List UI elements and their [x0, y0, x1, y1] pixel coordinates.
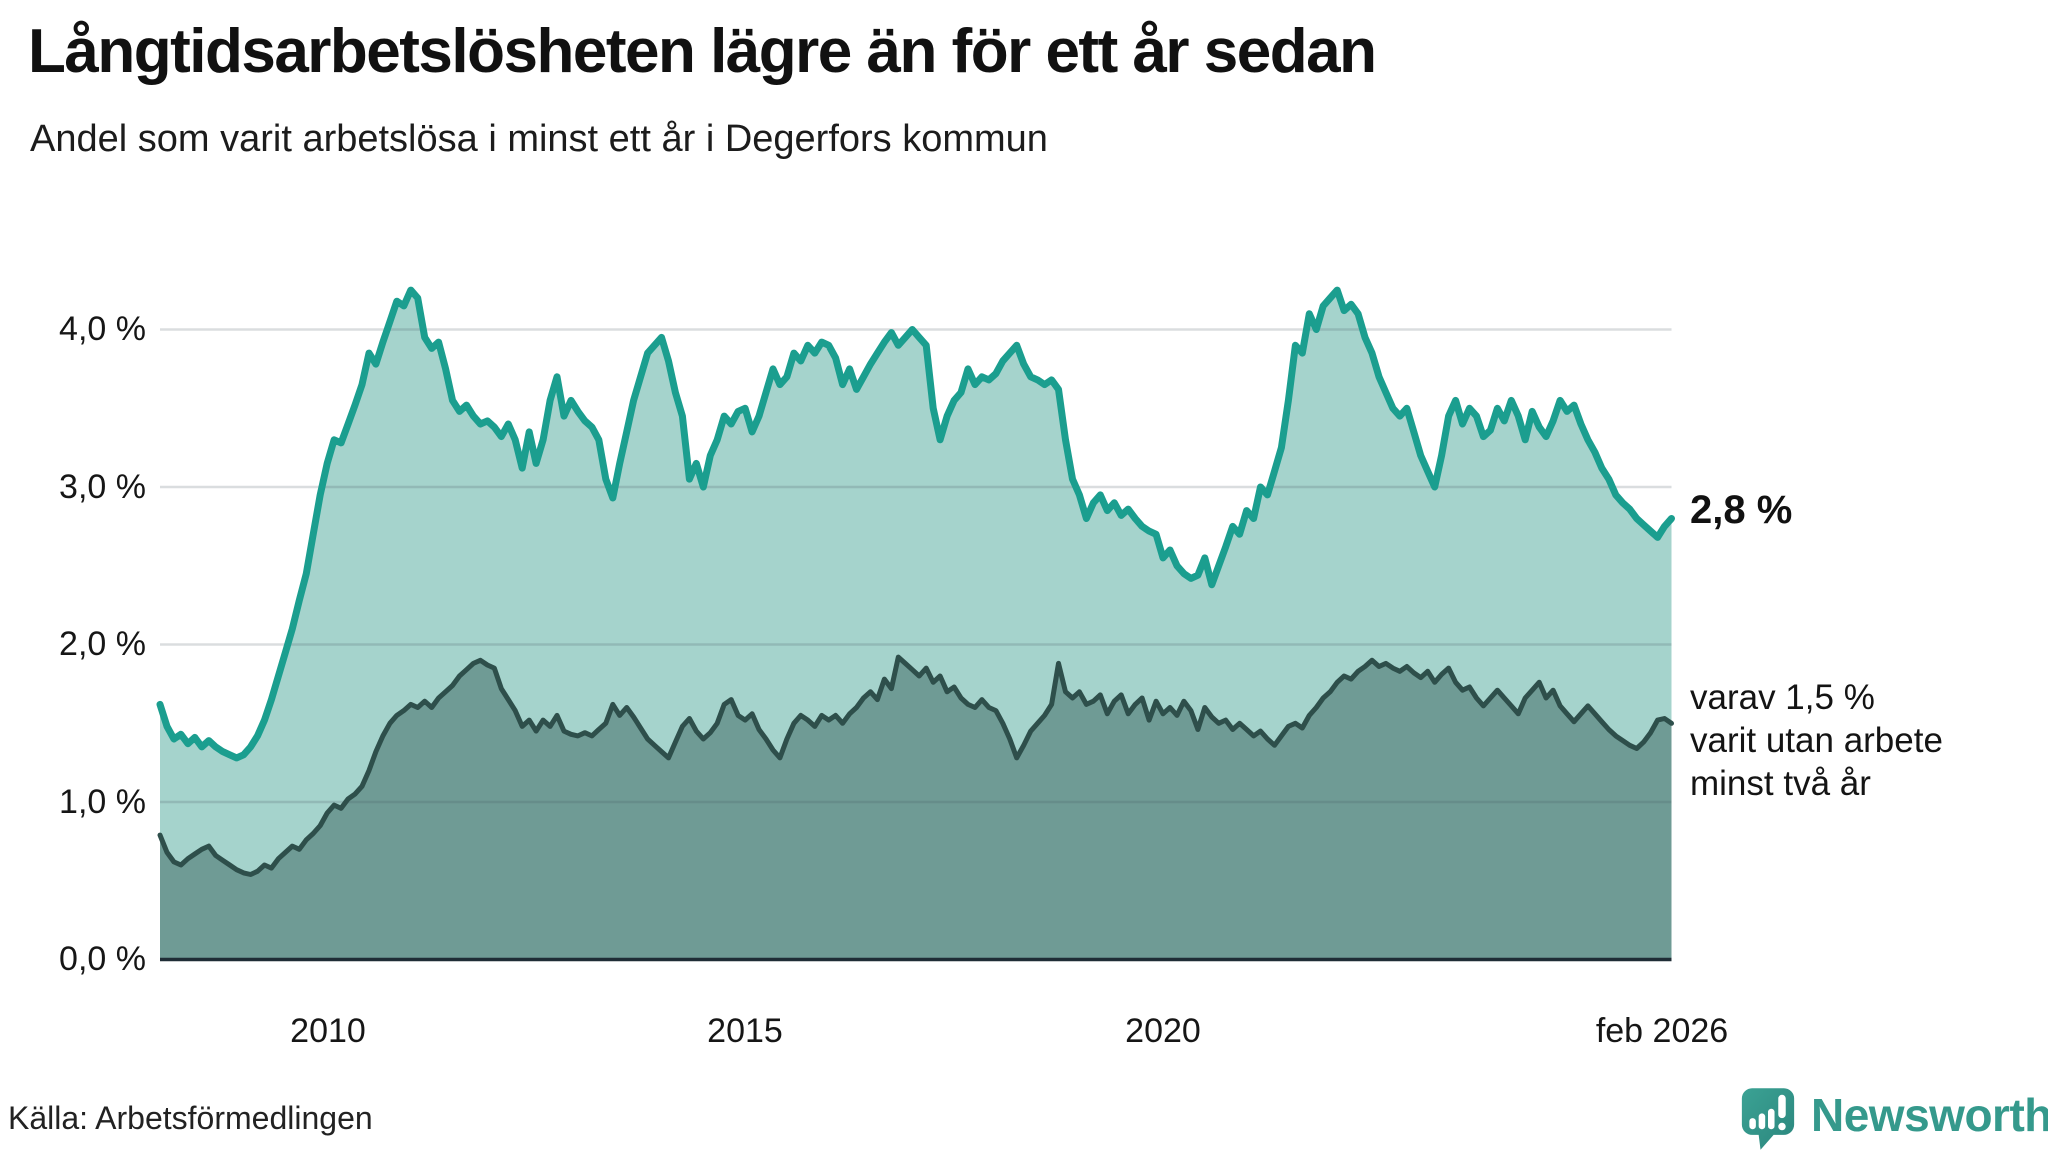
logo-exclamation-bar [1778, 1094, 1786, 1119]
logo-exclamation-dot [1778, 1122, 1786, 1131]
secondary-note-line-2: varit utan arbete [1690, 721, 1943, 760]
page-title: Långtidsarbetslösheten lägre än för ett … [28, 17, 1377, 86]
page-subtitle: Andel som varit arbetslösa i minst ett å… [30, 118, 1048, 160]
newsworthy-logo: Newsworthy [1740, 1086, 2048, 1152]
y-axis-tick-3: 3,0 % [59, 468, 146, 506]
logo-bar-1 [1749, 1118, 1756, 1130]
line-series-2 [157, 654, 1674, 877]
x-axis-tick-2020: 2020 [1125, 1012, 1201, 1050]
source-credit: Källa: Arbetsförmedlingen [8, 1100, 373, 1136]
line-series-1 [156, 286, 1675, 762]
y-axis-tick-2: 2,0 % [59, 625, 146, 663]
x-axis-tick-feb2026: feb 2026 [1595, 1012, 1729, 1050]
logo-bar-2 [1758, 1113, 1766, 1130]
x-axis-tick-2015: 2015 [707, 1012, 783, 1050]
secondary-value-note: varav 1,5 % varit utan arbete minst två … [1690, 676, 1943, 805]
newsworthy-logo-text: Newsworthy [1811, 1089, 2048, 1141]
secondary-note-line-3: minst två år [1690, 764, 1871, 803]
newsworthy-logo-icon [1741, 1088, 1795, 1150]
y-axis-tick-4: 4,0 % [59, 310, 146, 348]
y-axis-tick-0: 0,0 % [59, 940, 146, 978]
logo-bar-3 [1768, 1108, 1775, 1130]
secondary-note-line-1: varav 1,5 % [1690, 678, 1875, 717]
latest-value-label: 2,8 % [1690, 488, 1793, 532]
y-axis-tick-1: 1,0 % [59, 783, 146, 821]
x-axis-tick-2010: 2010 [290, 1012, 366, 1050]
